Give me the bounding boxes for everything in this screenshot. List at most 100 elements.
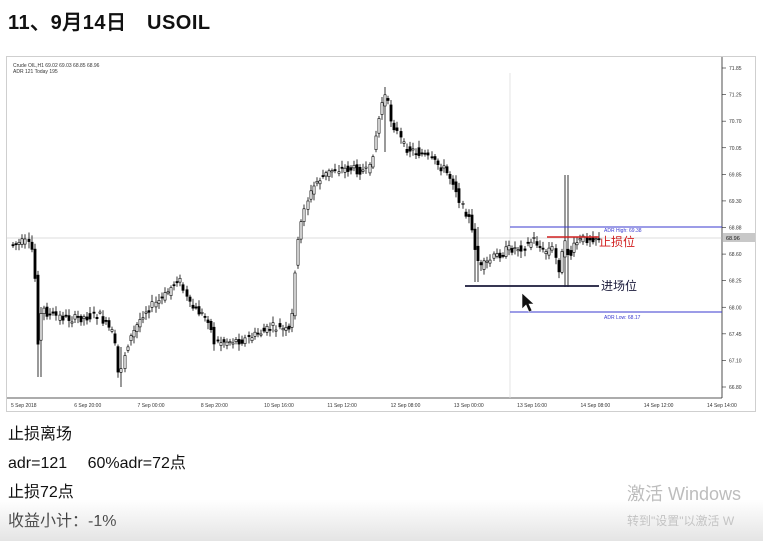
candle-body	[274, 329, 278, 332]
candle-body	[259, 333, 263, 336]
candle-body	[181, 284, 185, 291]
candle-body	[11, 244, 15, 247]
candle-body	[541, 247, 545, 250]
candle-body	[240, 339, 244, 344]
candle-body	[51, 311, 55, 314]
candlestick-chart[interactable]: Crude OIL,H1 69.02 69.03 68.85 68.96 ADR…	[7, 57, 757, 413]
candle-body	[42, 307, 46, 315]
candle-body	[399, 131, 403, 138]
candle-body	[216, 339, 220, 342]
y-tick-label: 67.45	[729, 332, 742, 338]
candle-body	[268, 328, 272, 331]
candle-body	[296, 239, 300, 266]
candle-body	[377, 118, 381, 134]
candle-body	[395, 127, 399, 131]
candle-body	[380, 102, 384, 115]
candle-body	[361, 169, 365, 172]
candle-body	[79, 315, 83, 323]
note-line-2: adr=121 60%adr=72点	[8, 455, 186, 472]
candle-body	[578, 238, 582, 241]
candle-body	[188, 296, 192, 302]
candle-body	[597, 238, 601, 241]
candle-body	[411, 148, 415, 151]
candle-body	[144, 311, 148, 314]
candle-body	[371, 156, 375, 168]
page-title: 11、9月14日 USOIL	[8, 12, 211, 34]
candle-body	[222, 339, 226, 343]
candle-body	[157, 300, 161, 304]
candle-body	[581, 235, 585, 243]
candle-body	[85, 316, 89, 321]
candle-body	[470, 214, 474, 231]
candle-body	[203, 315, 207, 318]
candle-body	[479, 262, 483, 266]
chart-header-line2: ADR 121 Today 195	[13, 69, 58, 75]
candle-body	[30, 241, 34, 250]
candle-body	[488, 259, 492, 264]
candle-body	[532, 237, 536, 239]
candle-body	[262, 327, 266, 332]
candle-body	[197, 306, 201, 315]
candle-body	[312, 185, 316, 195]
candle-body	[104, 319, 108, 322]
candle-body	[166, 291, 170, 294]
y-tick-label: 68.88	[729, 226, 742, 232]
candle-body	[284, 326, 288, 331]
chart-header-line1: Crude OIL,H1 69.02 69.03 68.85 68.96	[13, 63, 100, 69]
candle-body	[302, 208, 306, 222]
y-tick-label: 69.30	[729, 199, 742, 205]
y-tick-label: 67.10	[729, 358, 742, 364]
y-tick-label: 70.70	[729, 119, 742, 125]
candle-body	[510, 248, 514, 253]
candle-body	[383, 94, 387, 107]
candle-body	[20, 238, 24, 245]
candle-body	[14, 243, 18, 246]
candle-body	[250, 337, 254, 342]
y-tick-label: 68.25	[729, 279, 742, 285]
candle-body	[523, 248, 527, 251]
candle-body	[243, 337, 247, 344]
candle-body	[436, 160, 440, 166]
stop-loss-label: 止损位	[599, 234, 635, 249]
candle-body	[293, 272, 297, 317]
candle-body	[315, 181, 319, 184]
current-price-tag-text: 68.96	[726, 236, 740, 242]
candle-body	[23, 238, 27, 245]
x-tick-label: 14 Sep 08:00	[580, 403, 610, 409]
y-tick-label: 68.60	[729, 252, 742, 258]
price-chart[interactable]: Crude OIL,H1 69.02 69.03 68.85 68.96 ADR…	[6, 56, 756, 412]
candle-body	[386, 98, 390, 101]
candle-body	[36, 274, 40, 345]
candle-body	[150, 301, 154, 308]
y-tick-label: 68.00	[729, 305, 742, 311]
current-price-tag	[723, 233, 755, 242]
candle-body	[98, 311, 102, 314]
candle-body	[271, 322, 275, 326]
candle-body	[309, 190, 313, 200]
candle-body	[324, 172, 328, 177]
windows-activation-watermark: 激活 Windows 转到"设置"以激活 W	[627, 480, 741, 529]
candle-body	[185, 289, 189, 297]
note-line-4: 收益小计：-1%	[8, 513, 117, 530]
candle-body	[154, 301, 158, 308]
candle-body	[61, 315, 65, 321]
candle-body	[206, 319, 210, 323]
candle-body	[318, 180, 322, 185]
candle-body	[287, 325, 291, 330]
candle-body	[550, 246, 554, 251]
candle-body	[126, 346, 130, 351]
candle-body	[172, 284, 176, 287]
candle-body	[17, 242, 21, 245]
adr-high-label: ADR High: 69.38	[604, 228, 642, 234]
candles-group	[11, 87, 601, 387]
x-tick-label: 14 Sep 14:00	[707, 403, 737, 409]
candle-body	[194, 306, 198, 309]
candle-body	[321, 175, 325, 178]
y-tick-label: 70.05	[729, 146, 742, 152]
watermark-line1: 激活 Windows	[627, 484, 742, 504]
candle-body	[519, 245, 523, 252]
candle-body	[212, 326, 216, 345]
y-tick-label: 71.85	[729, 66, 742, 72]
x-axis: 5 Sep 2018 6 Sep 20:00 7 Sep 00:00 8 Sep 20…	[11, 403, 737, 409]
candle-body	[160, 296, 164, 299]
